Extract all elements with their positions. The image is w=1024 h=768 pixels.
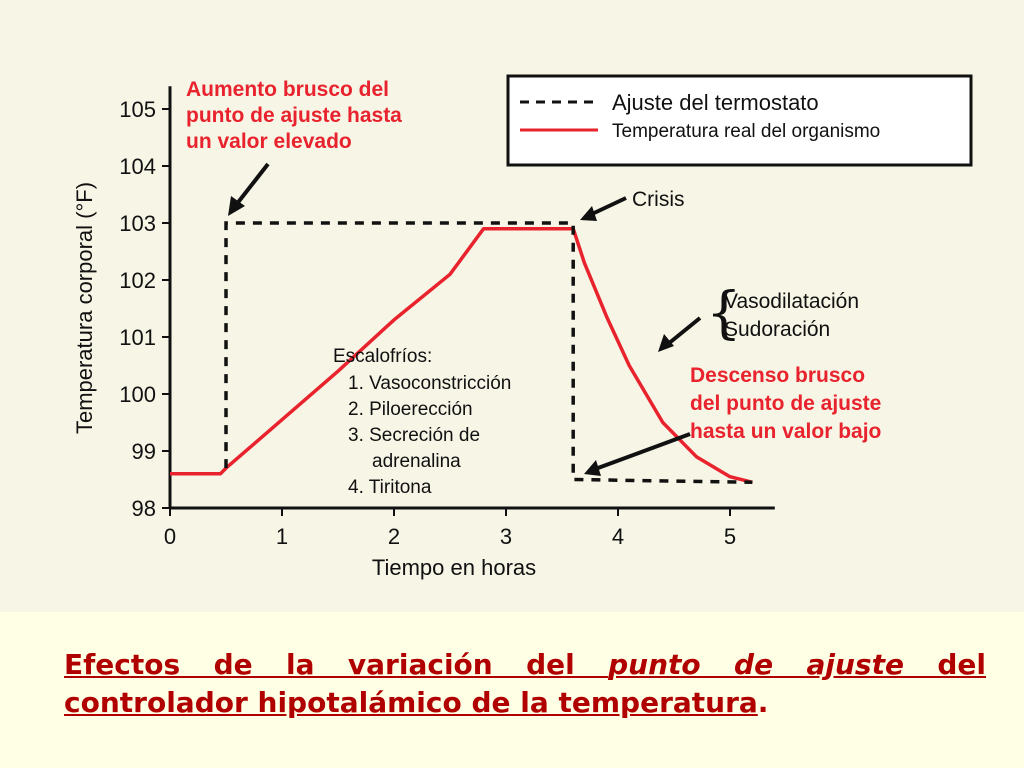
annotation-aumento-line-3: un valor elevado — [186, 130, 352, 153]
x-tick-label: 4 — [612, 524, 624, 549]
caption-part-3: del controlador hipotalámico de la tempe… — [64, 648, 986, 719]
x-tick-label: 1 — [276, 524, 288, 549]
arrow-crisis-shaft — [591, 196, 627, 216]
arrow-descenso-shaft — [597, 432, 691, 470]
y-tick-label: 100 — [119, 382, 156, 407]
legend-box — [506, 74, 973, 167]
arrow-vaso-shaft — [666, 316, 702, 346]
y-tick-label: 103 — [119, 211, 156, 236]
annotation-escalofrios-item-3: 3. Secreción de — [348, 425, 480, 446]
annotation-escalofrios-item-1: 1. Vasoconstricción — [348, 373, 511, 394]
caption-part-2: punto de ajuste — [608, 648, 904, 681]
annotation-escalofrios-item-3b: adrenalina — [372, 451, 461, 472]
x-axis-label: Tiempo en horas — [372, 555, 536, 580]
axes — [168, 86, 775, 510]
x-tick-label: 0 — [164, 524, 176, 549]
annotation-escalofrios-item-4: 4. Tiritona — [348, 477, 432, 498]
y-tick-label: 104 — [119, 154, 156, 179]
annotation-brace: { — [706, 281, 742, 346]
annotations: Aumento brusco del punto de ajuste hasta… — [186, 78, 881, 498]
annotation-vaso-line-1: Vasodilatación — [724, 290, 859, 313]
annotation-vaso-line-2: Sudoración — [724, 318, 830, 341]
chart-figure: 0 1 2 3 4 5 98 99 100 101 102 103 104 105 Ajuste del … — [72, 74, 973, 580]
y-axis-label: Temperatura corporal (°F) — [72, 182, 97, 434]
legend-label-actual: Temperatura real del organismo — [612, 121, 880, 142]
arrow-crisis-head — [580, 206, 597, 221]
y-tick-label: 101 — [119, 325, 156, 350]
annotation-crisis: Crisis — [632, 188, 685, 211]
annotation-descenso-line-3: hasta un valor bajo — [690, 420, 881, 443]
annotation-escalofrios-title: Escalofríos: — [333, 346, 432, 367]
caption-period: . — [757, 686, 769, 719]
series-line-set-point — [224, 221, 753, 485]
x-tick-label: 3 — [500, 524, 512, 549]
x-tick-label: 5 — [724, 524, 736, 549]
annotation-descenso-line-1: Descenso brusco — [690, 364, 865, 387]
arrow-aumento-head — [228, 196, 245, 216]
ticks: 0 1 2 3 4 5 98 99 100 101 102 103 104 105 — [119, 97, 736, 549]
y-tick-label: 99 — [132, 439, 156, 464]
slide-caption: Efectos de la variación del punto de aju… — [64, 646, 986, 722]
legend-label-set-point: Ajuste del termostato — [612, 90, 819, 115]
arrow-vaso-head — [658, 334, 674, 352]
y-tick-label: 98 — [132, 496, 156, 521]
annotation-descenso-line-2: del punto de ajuste — [690, 392, 881, 415]
annotation-aumento-line-2: punto de ajuste hasta — [186, 104, 402, 127]
y-tick-label: 102 — [119, 268, 156, 293]
caption-part-1: Efectos de la variación del — [64, 648, 609, 681]
x-tick-label: 2 — [388, 524, 400, 549]
arrow-descenso-head — [584, 460, 601, 476]
arrow-aumento-shaft — [234, 162, 270, 207]
legend: Ajuste del termostato Temperatura real d… — [506, 74, 973, 167]
annotation-aumento-line-1: Aumento brusco del — [186, 78, 389, 101]
y-tick-label: 105 — [119, 97, 156, 122]
annotation-escalofrios-item-2: 2. Piloerección — [348, 399, 473, 420]
chart-svg: 0 1 2 3 4 5 98 99 100 101 102 103 104 105 Ajuste del … — [72, 74, 973, 580]
